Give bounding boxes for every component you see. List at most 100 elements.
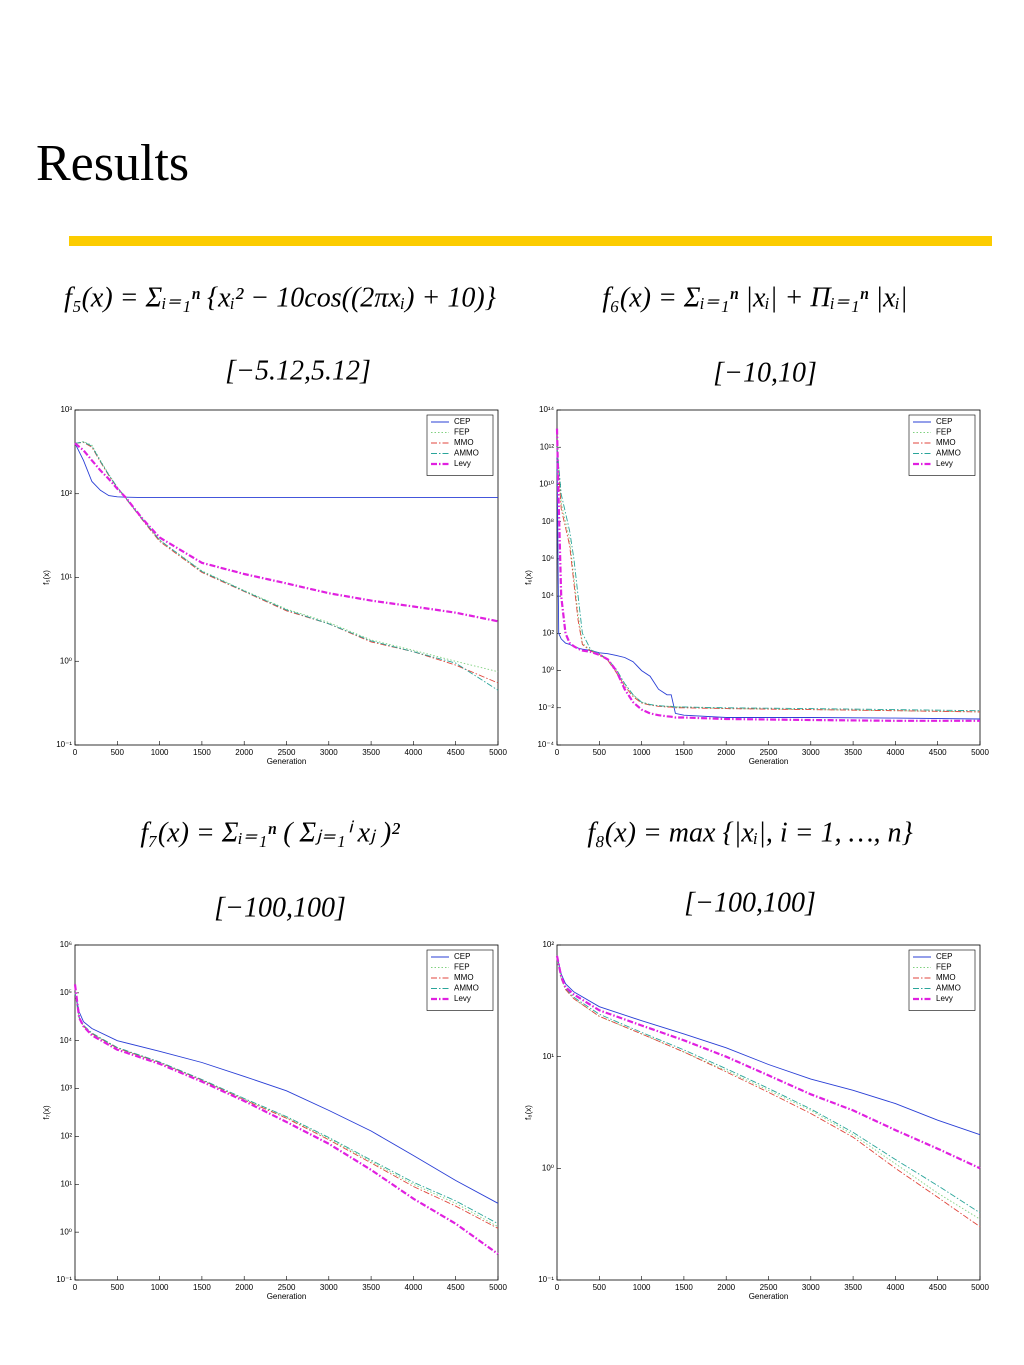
formula: f₇(x) = Σᵢ₌₁ⁿ ( Σⱼ₌₁ⁱ xⱼ )² (140, 817, 400, 848)
legend-label: Levy (936, 994, 953, 1003)
x-tick-label: 500 (593, 1283, 607, 1292)
series-line (73, 984, 499, 1255)
domain: [−5.12,5.12] (225, 355, 371, 386)
y-tick-label: 10¹² (540, 442, 555, 451)
series-line (556, 955, 981, 1136)
x-tick-label: 0 (73, 1283, 78, 1292)
y-tick-label: 10⁻¹ (56, 740, 72, 749)
x-tick-label: 4000 (887, 748, 905, 757)
series-line (556, 955, 981, 1220)
y-tick-label: 10⁻² (538, 703, 554, 712)
x-tick-label: 3000 (802, 748, 820, 757)
series-line (74, 992, 499, 1225)
legend-label: MMO (936, 973, 956, 982)
legend-label: FEP (454, 428, 470, 437)
legend-label: MMO (454, 438, 474, 447)
legend-label: CEP (454, 952, 470, 961)
y-tick-label: 10⁸ (542, 517, 554, 526)
formula: f₆(x) = Σᵢ₌₁ⁿ |xᵢ| + Πᵢ₌₁ⁿ |xᵢ| (602, 282, 907, 313)
y-tick-label: 10¹ (60, 1179, 72, 1188)
y-tick-label: 10⁰ (542, 666, 554, 675)
x-tick-label: 5000 (971, 748, 989, 757)
x-tick-label: 1500 (193, 1283, 211, 1292)
x-tick-label: 4500 (447, 1283, 465, 1292)
legend-box (908, 414, 976, 476)
y-tick-label: 10⁰ (60, 1227, 72, 1236)
x-tick-label: 4500 (929, 1283, 947, 1292)
x-tick-label: 0 (555, 1283, 560, 1292)
legend-label: CEP (936, 417, 952, 426)
title-rule (69, 236, 992, 246)
series-line (74, 443, 498, 499)
x-tick-label: 2000 (235, 748, 253, 757)
y-tick-label: 10² (60, 489, 72, 498)
y-tick-label: 10² (60, 1132, 72, 1141)
series-line (74, 992, 499, 1229)
y-tick-label: 10⁻⁴ (537, 740, 554, 749)
x-tick-label: 2000 (717, 1283, 735, 1292)
x-tick-label: 2500 (278, 748, 296, 757)
series-line (556, 447, 981, 712)
domain: [−100,100] (214, 892, 346, 923)
y-tick-label: 10⁴ (542, 591, 555, 600)
x-tick-label: 500 (111, 748, 125, 757)
y-tick-label: 10² (542, 628, 554, 637)
y-tick-label: 10¹⁰ (539, 480, 554, 489)
y-tick-label: 10⁰ (60, 656, 72, 665)
y-tick-label: 10⁻¹ (56, 1275, 72, 1284)
x-tick-label: 1000 (633, 1283, 651, 1292)
legend-label: AMMO (454, 984, 479, 993)
x-tick-label: 4500 (447, 748, 465, 757)
x-tick-label: 1000 (151, 748, 169, 757)
x-tick-label: 500 (593, 748, 607, 757)
x-tick-label: 5000 (971, 1283, 989, 1292)
y-tick-label: 10⁵ (60, 988, 72, 997)
legend-label: Levy (454, 994, 471, 1003)
x-tick-label: 2500 (760, 1283, 778, 1292)
y-tick-label: 10¹⁴ (539, 405, 555, 414)
x-tick-label: 3500 (362, 748, 380, 757)
y-axis-label: f₈(x) (524, 1105, 533, 1120)
x-tick-label: 1000 (151, 1283, 169, 1292)
x-tick-label: 0 (555, 748, 560, 757)
x-tick-label: 3500 (844, 748, 862, 757)
series-line (555, 428, 980, 722)
legend-label: FEP (936, 428, 952, 437)
y-tick-label: 10⁰ (542, 1163, 554, 1172)
y-tick-label: 10³ (60, 405, 72, 414)
y-tick-label: 10⁶ (542, 554, 554, 563)
legend-label: FEP (936, 963, 952, 972)
domain: [−10,10] (713, 357, 817, 388)
legend-label: MMO (454, 973, 474, 982)
y-tick-label: 10² (542, 940, 554, 949)
legend-label: AMMO (936, 984, 961, 993)
series-line (74, 992, 499, 1204)
x-axis-label: Generation (267, 757, 307, 766)
legend-label: AMMO (936, 449, 961, 458)
x-tick-label: 1000 (633, 748, 651, 757)
x-tick-label: 500 (111, 1283, 125, 1292)
x-tick-label: 0 (73, 748, 78, 757)
domain: [−100,100] (684, 887, 816, 918)
series-line (74, 441, 499, 684)
x-tick-label: 3500 (844, 1283, 862, 1292)
x-tick-label: 3500 (362, 1283, 380, 1292)
legend-box (908, 949, 976, 1011)
y-axis-label: f₇(x) (42, 1105, 51, 1120)
y-tick-label: 10³ (60, 1084, 72, 1093)
y-axis-label: f₅(x) (42, 570, 51, 585)
legend-label: AMMO (454, 449, 479, 458)
x-axis-label: Generation (749, 1292, 789, 1301)
x-tick-label: 4000 (405, 1283, 423, 1292)
x-tick-label: 1500 (675, 1283, 693, 1292)
series-line (74, 441, 499, 691)
y-tick-label: 10⁶ (60, 940, 72, 949)
formula: f₈(x) = max {|xᵢ|, i = 1, …, n} (587, 817, 912, 848)
y-tick-label: 10¹ (542, 1052, 554, 1061)
x-tick-label: 2500 (278, 1283, 296, 1292)
x-tick-label: 4000 (887, 1283, 905, 1292)
series-line (555, 955, 981, 1170)
y-tick-label: 10¹ (60, 573, 72, 582)
